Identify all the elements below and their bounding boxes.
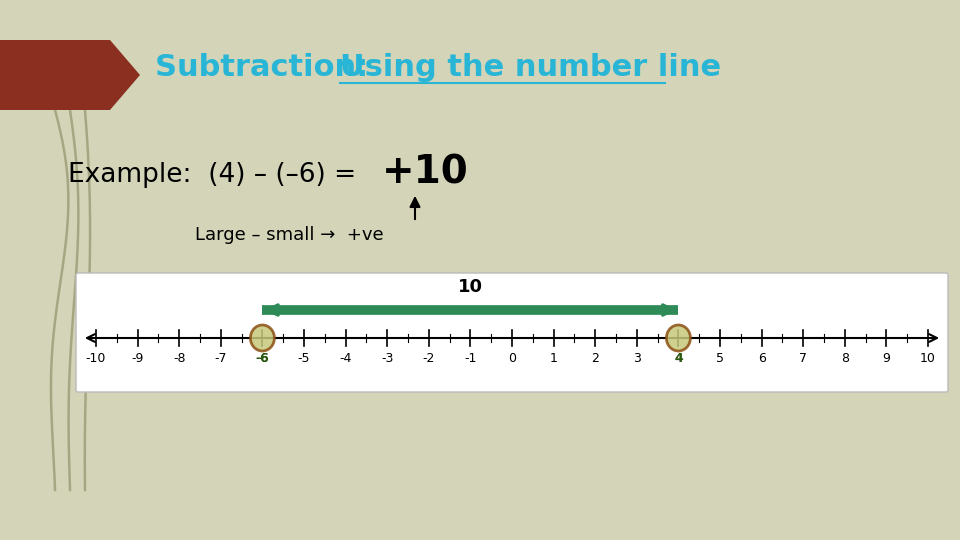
Text: -2: -2 [422, 352, 435, 365]
Text: -6: -6 [256, 352, 269, 365]
Text: -1: -1 [465, 352, 476, 365]
Text: 2: 2 [591, 352, 599, 365]
Text: -3: -3 [381, 352, 394, 365]
Text: 10: 10 [920, 352, 936, 365]
Text: -8: -8 [173, 352, 185, 365]
Text: -5: -5 [298, 352, 310, 365]
Text: -9: -9 [132, 352, 144, 365]
Text: 0: 0 [508, 352, 516, 365]
Text: 8: 8 [841, 352, 849, 365]
FancyBboxPatch shape [76, 273, 948, 392]
Text: -10: -10 [85, 352, 107, 365]
Ellipse shape [251, 325, 275, 351]
Text: Using the number line: Using the number line [340, 53, 721, 83]
Text: 7: 7 [799, 352, 807, 365]
Text: 5: 5 [716, 352, 724, 365]
Text: 4: 4 [675, 352, 683, 365]
Text: 4: 4 [674, 352, 683, 365]
Polygon shape [0, 40, 140, 110]
Text: -6: -6 [255, 352, 269, 365]
Text: 3: 3 [633, 352, 640, 365]
Text: Example:  (4) – (–6) =: Example: (4) – (–6) = [68, 162, 365, 188]
Text: Large – small →  +ve: Large – small → +ve [195, 226, 384, 244]
Text: -7: -7 [214, 352, 228, 365]
Text: +10: +10 [382, 154, 468, 192]
Ellipse shape [666, 325, 690, 351]
Text: 9: 9 [882, 352, 890, 365]
Text: Subtraction:: Subtraction: [155, 53, 390, 83]
Text: 10: 10 [458, 278, 483, 296]
Text: -4: -4 [340, 352, 351, 365]
Text: 6: 6 [757, 352, 765, 365]
Text: 1: 1 [550, 352, 558, 365]
